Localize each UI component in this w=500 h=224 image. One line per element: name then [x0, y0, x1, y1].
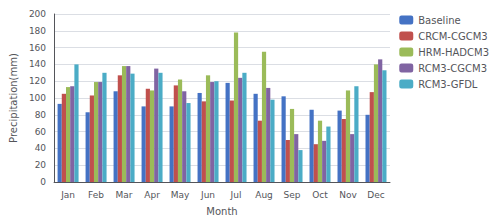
- svg-text:Dec: Dec: [367, 190, 384, 200]
- svg-text:Sep: Sep: [284, 190, 301, 200]
- svg-text:80: 80: [35, 110, 47, 120]
- svg-text:Apr: Apr: [144, 190, 160, 200]
- svg-text:Jun: Jun: [200, 190, 215, 200]
- svg-text:180: 180: [29, 26, 46, 36]
- svg-text:20: 20: [35, 160, 47, 170]
- svg-text:RCM3-CGCM3: RCM3-CGCM3: [418, 63, 487, 74]
- svg-text:Precipitation(mm): Precipitation(mm): [8, 53, 19, 143]
- svg-text:Jan: Jan: [60, 190, 75, 200]
- svg-text:Aug: Aug: [255, 190, 273, 200]
- svg-text:100: 100: [29, 93, 46, 103]
- svg-text:140: 140: [29, 59, 46, 69]
- svg-text:Month: Month: [206, 206, 237, 217]
- svg-text:Nov: Nov: [339, 190, 357, 200]
- svg-text:Mar: Mar: [116, 190, 133, 200]
- svg-text:40: 40: [35, 143, 47, 153]
- svg-text:200: 200: [29, 9, 46, 19]
- svg-text:60: 60: [35, 127, 47, 137]
- svg-text:0: 0: [40, 177, 46, 187]
- svg-text:Jul: Jul: [230, 190, 242, 200]
- svg-text:RCM3-GFDL: RCM3-GFDL: [418, 79, 478, 90]
- svg-text:120: 120: [29, 76, 46, 86]
- svg-text:CRCM-CGCM3: CRCM-CGCM3: [418, 31, 487, 42]
- svg-text:Baseline: Baseline: [418, 15, 460, 26]
- svg-text:HRM-HADCM3: HRM-HADCM3: [418, 47, 489, 58]
- svg-text:160: 160: [29, 43, 46, 53]
- svg-text:Oct: Oct: [312, 190, 328, 200]
- svg-text:May: May: [171, 190, 190, 200]
- svg-text:Feb: Feb: [88, 190, 104, 200]
